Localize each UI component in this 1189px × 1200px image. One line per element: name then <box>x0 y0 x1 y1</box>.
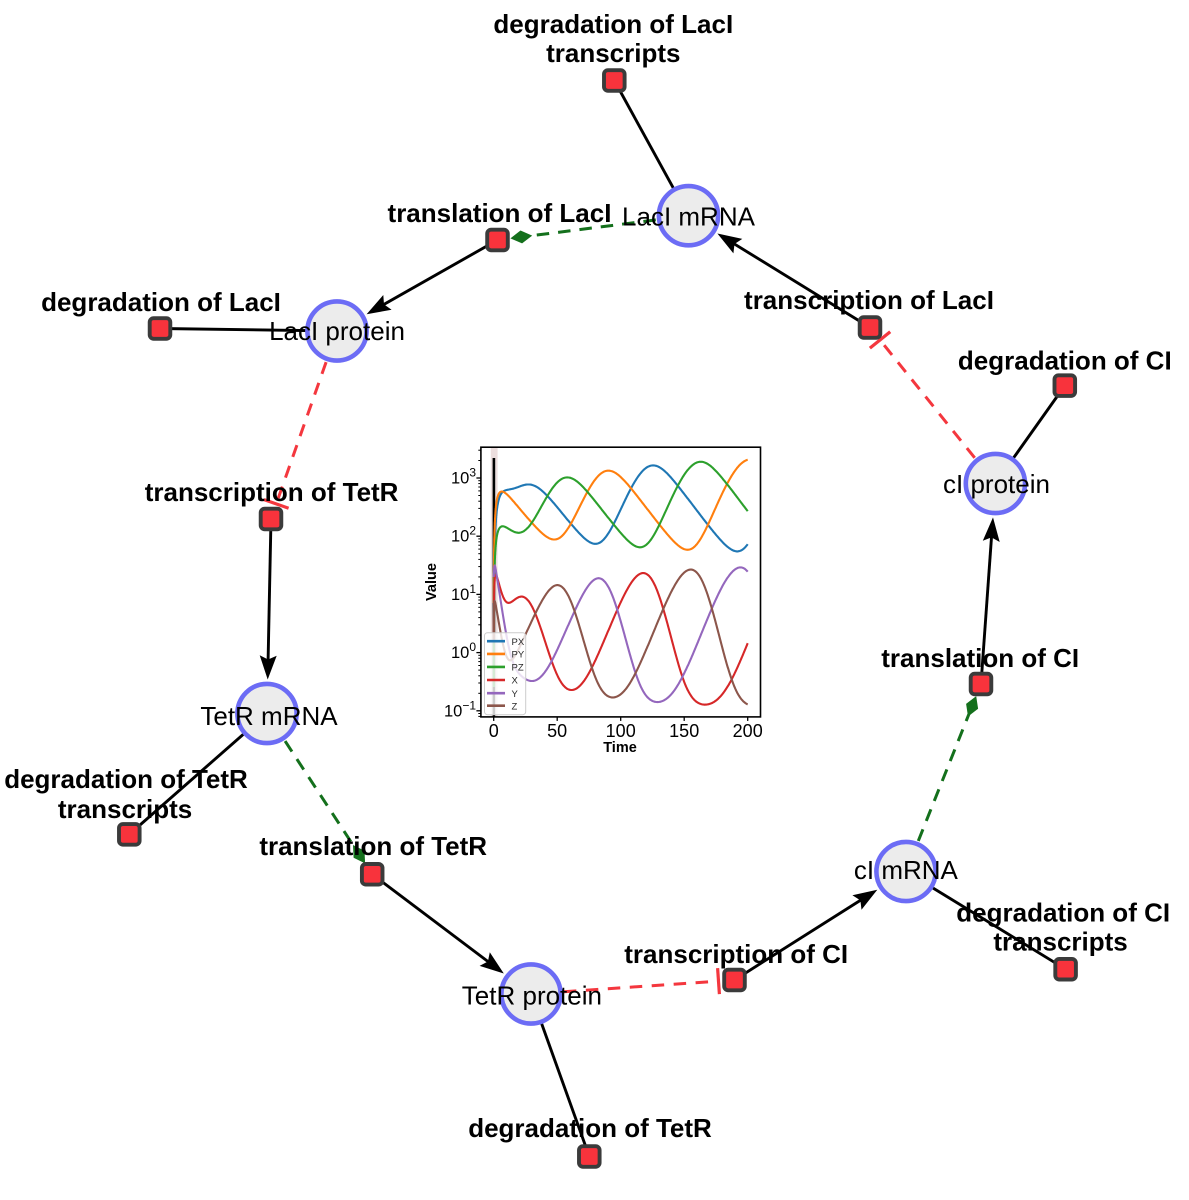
svg-text:degradation of TetR: degradation of TetR <box>468 1113 712 1143</box>
svg-text:TetR protein: TetR protein <box>462 981 602 1011</box>
svg-text:transcripts: transcripts <box>58 794 192 824</box>
svg-text:degradation of LacI: degradation of LacI <box>493 9 733 39</box>
svg-text:PX: PX <box>512 637 525 648</box>
svg-text:150: 150 <box>669 721 699 741</box>
svg-text:degradation of CI: degradation of CI <box>956 898 1170 928</box>
svg-text:transcription of CI: transcription of CI <box>624 939 848 969</box>
svg-text:LacI mRNA: LacI mRNA <box>622 202 756 232</box>
svg-text:Time: Time <box>603 740 637 756</box>
svg-text:LacI protein: LacI protein <box>269 316 405 346</box>
svg-text:0: 0 <box>489 721 499 741</box>
svg-text:X: X <box>512 676 519 687</box>
svg-text:Y: Y <box>512 689 519 700</box>
svg-text:transcription of TetR: transcription of TetR <box>145 477 399 507</box>
svg-text:PY: PY <box>512 650 525 661</box>
svg-text:transcripts: transcripts <box>993 927 1127 957</box>
svg-text:50: 50 <box>547 721 567 741</box>
svg-text:cI protein: cI protein <box>943 469 1050 499</box>
svg-text:transcripts: transcripts <box>546 38 680 68</box>
svg-text:degradation of TetR: degradation of TetR <box>4 764 248 794</box>
svg-text:translation of TetR: translation of TetR <box>259 831 487 861</box>
svg-text:translation of CI: translation of CI <box>881 643 1079 673</box>
svg-text:PZ: PZ <box>512 663 524 674</box>
svg-text:degradation of LacI: degradation of LacI <box>41 287 281 317</box>
svg-text:Value: Value <box>424 563 440 601</box>
svg-text:TetR mRNA: TetR mRNA <box>200 701 338 731</box>
svg-text:transcription of LacI: transcription of LacI <box>744 285 994 315</box>
svg-text:degradation of CI: degradation of CI <box>958 346 1172 376</box>
svg-text:Z: Z <box>512 701 518 712</box>
svg-text:cI mRNA: cI mRNA <box>854 855 959 885</box>
svg-text:translation of LacI: translation of LacI <box>388 198 612 228</box>
svg-text:100: 100 <box>606 721 636 741</box>
svg-text:200: 200 <box>733 721 763 741</box>
